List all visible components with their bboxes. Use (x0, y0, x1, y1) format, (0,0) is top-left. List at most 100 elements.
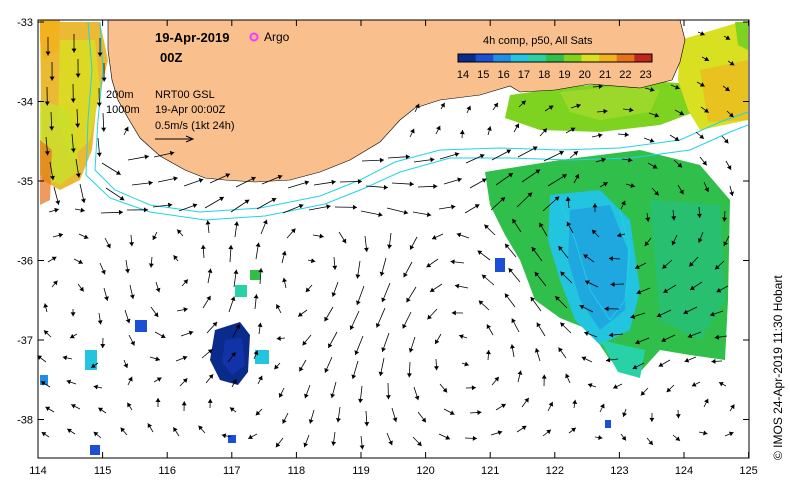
current-arrow-head (477, 250, 483, 255)
current-arrow-head (388, 440, 393, 446)
colorbar-tick-label: 19 (558, 69, 570, 81)
colorbar-tick-label: 18 (538, 69, 550, 81)
current-arrow-head (481, 274, 487, 280)
current-arrow-head (351, 374, 357, 380)
current-arrow-head (282, 277, 288, 283)
current-arrow-head (536, 322, 542, 328)
current-arrow-head (729, 60, 735, 66)
current-arrow-head (155, 287, 161, 293)
current-arrow-head (451, 310, 456, 316)
current-arrow-head (598, 435, 603, 441)
current-arrow-head (75, 123, 81, 128)
current-arrow-head (726, 165, 732, 170)
current-arrow-head (43, 303, 49, 308)
current-arrow-head (610, 281, 615, 287)
current-arrow-head (506, 149, 512, 154)
current-arrow-head (379, 271, 385, 277)
current-arrow-head (330, 393, 336, 399)
current-arrow-head (431, 235, 437, 240)
current-arrow-head (454, 283, 460, 289)
current-arrow-head (324, 368, 329, 373)
current-arrow-head (629, 107, 634, 113)
current-arrow-head (375, 322, 381, 328)
current-arrow-head (303, 442, 309, 448)
current-arrow-head (230, 296, 236, 302)
current-arrow-head (43, 330, 49, 335)
current-arrow-head (679, 110, 684, 116)
current-arrow-head (481, 178, 487, 183)
current-arrow-head (566, 221, 572, 227)
x-tick-label: 114 (29, 465, 47, 477)
scale-label: 0.5m/s (1kt 24h) (155, 120, 234, 132)
current-arrow-head (662, 264, 667, 269)
current-arrow-head (302, 340, 307, 346)
current-arrow-head (255, 410, 261, 416)
current-arrow-head (640, 390, 646, 396)
current-arrow-head (719, 381, 724, 387)
current-arrow-head (70, 312, 76, 317)
current-arrow-head (55, 200, 61, 205)
current-arrow-head (354, 350, 360, 355)
current-arrow-head (702, 160, 707, 166)
current-arrow-head (671, 216, 677, 221)
current-arrow-head (485, 350, 491, 355)
current-arrow-head (532, 146, 538, 151)
current-arrow-head (355, 274, 361, 279)
current-arrow-head (435, 339, 440, 345)
current-arrow-head (206, 295, 211, 301)
current-arrow-head (542, 128, 547, 134)
current-arrow-head (539, 222, 544, 228)
current-arrow-head (592, 203, 598, 208)
depth-200-label: 200m (106, 89, 134, 101)
current-arrow-head (234, 221, 240, 226)
current-arrow-head (654, 190, 659, 196)
current-arrow-head (276, 304, 281, 309)
current-arrow-head (97, 320, 103, 325)
current-arrow-head (622, 412, 628, 417)
current-arrow-head (449, 410, 455, 415)
current-arrow-head (403, 209, 409, 215)
current-arrow-head (504, 243, 510, 249)
x-tick-label: 117 (223, 465, 241, 477)
current-arrow-head (326, 204, 331, 210)
current-arrow-head (331, 292, 337, 297)
current-vectors (37, 31, 735, 450)
colorbar-segment (599, 54, 618, 62)
current-arrow-head (472, 435, 477, 441)
current-arrow-head (687, 333, 693, 339)
current-arrow-head (649, 87, 655, 92)
current-arrow-head (123, 363, 129, 369)
current-arrow-head (663, 288, 669, 293)
colorbar (457, 53, 653, 63)
current-arrow-head (155, 356, 160, 362)
colorbar-segment (475, 54, 494, 62)
current-arrow-head (91, 363, 96, 368)
current-arrow-head (531, 247, 537, 252)
argo-icon (249, 32, 259, 42)
current-arrow-head (716, 287, 722, 293)
current-arrow-head (96, 102, 102, 107)
current-arrow-head (75, 73, 81, 78)
current-arrow-head (408, 347, 414, 353)
colorbar-segment (581, 54, 600, 62)
colorbar-segment (493, 54, 512, 62)
current-arrow-head (271, 198, 277, 203)
current-arrow-head (521, 100, 526, 106)
current-arrow-head (409, 181, 414, 187)
current-arrow-head (724, 86, 730, 92)
current-arrow-head (198, 178, 204, 183)
current-arrow-head (124, 268, 130, 274)
current-arrow-head (221, 433, 227, 439)
current-arrow-head (415, 103, 420, 109)
current-arrow-head (45, 51, 51, 56)
current-arrow-head (548, 401, 554, 407)
current-arrow-head (147, 423, 153, 429)
current-arrow-head (188, 330, 194, 336)
current-arrow-head (275, 442, 281, 448)
current-arrow-head (101, 77, 107, 82)
current-arrow-head (414, 395, 420, 401)
current-arrow-head (173, 255, 178, 260)
current-arrow-head (278, 392, 284, 398)
current-arrow-head (225, 173, 231, 178)
